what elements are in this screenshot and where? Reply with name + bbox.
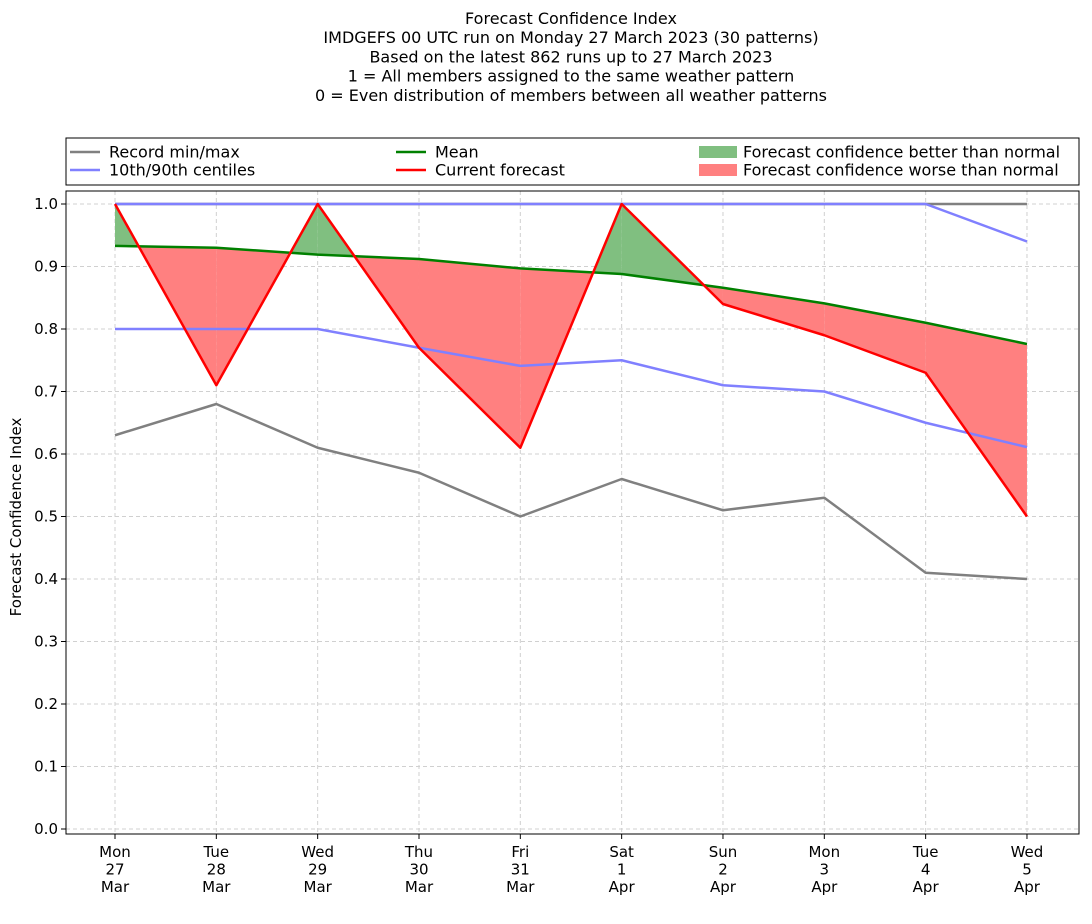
title-line-0: Forecast Confidence Index — [465, 9, 677, 28]
x-tick-label-5-2: Apr — [609, 878, 636, 896]
series-line-mean — [114, 244, 1028, 346]
y-tick-label-8: 0.8 — [34, 320, 58, 338]
y-tick-label-10: 1.0 — [34, 195, 58, 213]
x-tick-label-1-1: 28 — [207, 861, 226, 879]
x-tick-label-3-2: Mar — [405, 878, 434, 896]
x-tick-label-2-0: Wed — [301, 843, 334, 861]
x-tick-label-3-1: 30 — [409, 861, 428, 879]
y-tick-label-6: 0.6 — [34, 445, 58, 463]
legend-label-3: 10th/90th centiles — [109, 161, 255, 180]
legend-swatch-5 — [699, 164, 737, 176]
legend-label-0: Record min/max — [109, 143, 240, 162]
legend-label-5: Forecast confidence worse than normal — [743, 161, 1059, 180]
y-axis-label: Forecast Confidence Index — [7, 418, 25, 617]
x-tick-label-2-2: Mar — [304, 878, 333, 896]
x-tick-label-5-1: 1 — [617, 861, 627, 879]
legend: Record min/max Mean Forecast confidence be… — [65, 137, 1080, 186]
y-tick-label-1: 0.1 — [34, 758, 58, 776]
legend-label-1: Mean — [435, 143, 479, 162]
legend-label-2: Forecast confidence better than normal — [743, 143, 1060, 162]
x-tick-label-1-0: Tue — [203, 843, 230, 861]
y-tick-label-5: 0.5 — [34, 508, 58, 526]
x-tick-label-7-2: Apr — [811, 878, 838, 896]
x-tick-label-9-0: Wed — [1011, 843, 1044, 861]
x-tick-label-9-2: Apr — [1014, 878, 1041, 896]
y-tick-label-3: 0.3 — [34, 633, 58, 651]
title-line-2: Based on the latest 862 runs up to 27 Ma… — [369, 47, 772, 66]
x-tick-label-7-1: 3 — [820, 861, 830, 879]
fill-segment-7 — [824, 303, 926, 373]
title-line-3: 1 = All members assigned to the same wea… — [348, 67, 795, 86]
series-line-current — [113, 202, 1028, 518]
legend-swatch-2 — [699, 146, 737, 158]
x-tick-label-4-1: 31 — [511, 861, 530, 879]
series-line-p10 — [115, 327, 1028, 449]
x-tick-label-3-0: Thu — [404, 843, 433, 861]
x-tick-label-6-0: Sun — [709, 843, 738, 861]
x-tick-label-6-1: 2 — [718, 861, 728, 879]
axes: 0.00.10.20.30.40.50.60.70.80.91.0Mon27Ma… — [34, 190, 1080, 896]
y-tick-label-2: 0.2 — [34, 695, 58, 713]
legend-box — [65, 137, 1080, 186]
series-line-p90 — [115, 202, 1028, 243]
x-tick-label-8-0: Tue — [912, 843, 939, 861]
x-tick-label-4-0: Fri — [511, 843, 529, 861]
x-tick-label-5-0: Sat — [609, 843, 634, 861]
series-line-record_min — [114, 402, 1028, 581]
y-tick-label-0: 0.0 — [34, 820, 58, 838]
y-tick-label-7: 0.7 — [34, 383, 58, 401]
plot-frame — [65, 190, 1080, 835]
legend-label-4: Current forecast — [435, 161, 565, 180]
x-tick-label-1-2: Mar — [202, 878, 231, 896]
y-tick-label-4: 0.4 — [34, 570, 58, 588]
x-tick-label-0-2: Mar — [101, 878, 130, 896]
title-line-4: 0 = Even distribution of members between… — [315, 86, 827, 105]
x-tick-label-2-1: 29 — [308, 861, 327, 879]
x-tick-label-4-2: Mar — [506, 878, 535, 896]
title-line-1: IMDGEFS 00 UTC run on Monday 27 March 20… — [323, 28, 818, 47]
fill-segment-8 — [925, 322, 1027, 517]
x-tick-label-9-1: 5 — [1022, 861, 1032, 879]
x-tick-label-8-1: 4 — [921, 861, 931, 879]
fill-segment-3 — [418, 259, 521, 448]
series-lines — [113, 202, 1028, 581]
x-tick-label-8-2: Apr — [913, 878, 940, 896]
x-tick-label-0-0: Mon — [99, 843, 131, 861]
x-tick-label-6-2: Apr — [710, 878, 737, 896]
x-tick-label-7-0: Mon — [808, 843, 840, 861]
y-tick-label-9: 0.9 — [34, 258, 58, 276]
x-tick-label-0-1: 27 — [105, 861, 124, 879]
